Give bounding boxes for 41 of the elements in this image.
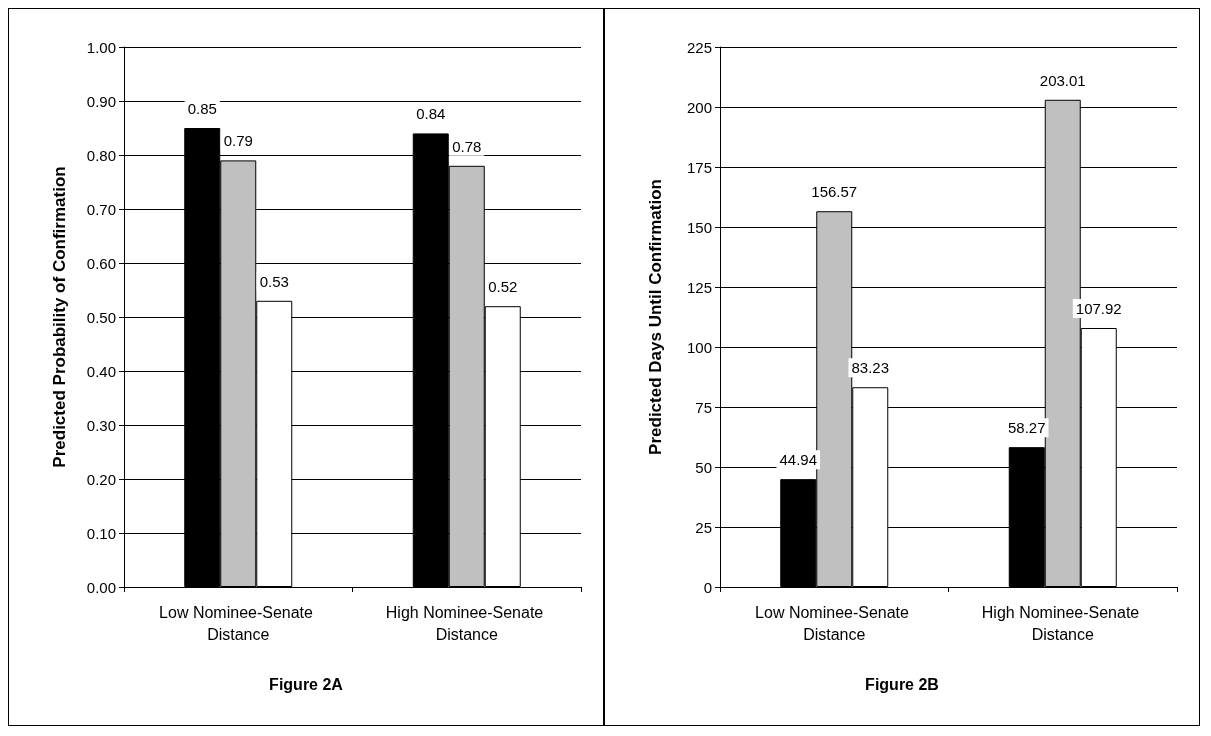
y-tick-label: 0.00 [86, 578, 116, 596]
y-axis-title: Predicted Probability of Confirmation [50, 166, 69, 468]
y-tick-label: 50 [695, 458, 712, 476]
data-label: 0.78 [452, 137, 482, 155]
y-axis-title: Predicted Days Until Confirmation [646, 179, 665, 455]
data-label: 0.52 [488, 278, 518, 296]
data-label: 58.27 [1007, 419, 1046, 437]
y-tick-label: 75 [695, 398, 712, 416]
text: Figure 2B [865, 675, 939, 693]
data-label: 0.85 [187, 100, 217, 117]
y-tick-label: 175 [686, 158, 712, 176]
y-tick-label: 0.30 [86, 416, 116, 434]
data-label: 107.92 [1075, 299, 1122, 317]
y-tick-label: 150 [686, 218, 712, 236]
text: Figure 2A [269, 675, 344, 693]
y-tick-label: 0.60 [86, 254, 116, 272]
y-tick-label: 0.70 [86, 200, 116, 218]
y-tick-label: 200 [686, 98, 712, 116]
y-tick-label: 0 [703, 578, 712, 596]
data-label: 0.79 [223, 132, 253, 150]
x-tick-label: Low Nominee-Senate Distance [755, 603, 914, 643]
y-tick-label: 0.50 [86, 308, 116, 326]
data-label: 0.53 [259, 272, 289, 290]
y-tick-label: 0.90 [86, 92, 116, 110]
x-tick-label: High Nominee-Senate Distance [385, 603, 548, 643]
x-tick-label: High Nominee-Senate Distance [981, 603, 1144, 643]
y-tick-label: 100 [686, 338, 712, 356]
x-tick-label: Low Nominee-Senate Distance [159, 603, 318, 643]
y-tick-label: 0.40 [86, 362, 116, 380]
y-tick-label: 0.10 [86, 524, 116, 542]
y-tick-label: 0.80 [86, 146, 116, 164]
data-label: 44.94 [779, 451, 818, 469]
data-label: 0.84 [416, 105, 446, 123]
y-tick-label: 0.20 [86, 470, 116, 488]
y-tick-label: 25 [695, 518, 712, 536]
data-label: 83.23 [851, 359, 890, 377]
data-label: 156.57 [811, 183, 858, 201]
data-label: 203.01 [1039, 71, 1086, 89]
y-tick-label: 125 [686, 278, 712, 296]
y-tick-label: 225 [686, 38, 712, 56]
y-tick-label: 1.00 [86, 38, 116, 56]
